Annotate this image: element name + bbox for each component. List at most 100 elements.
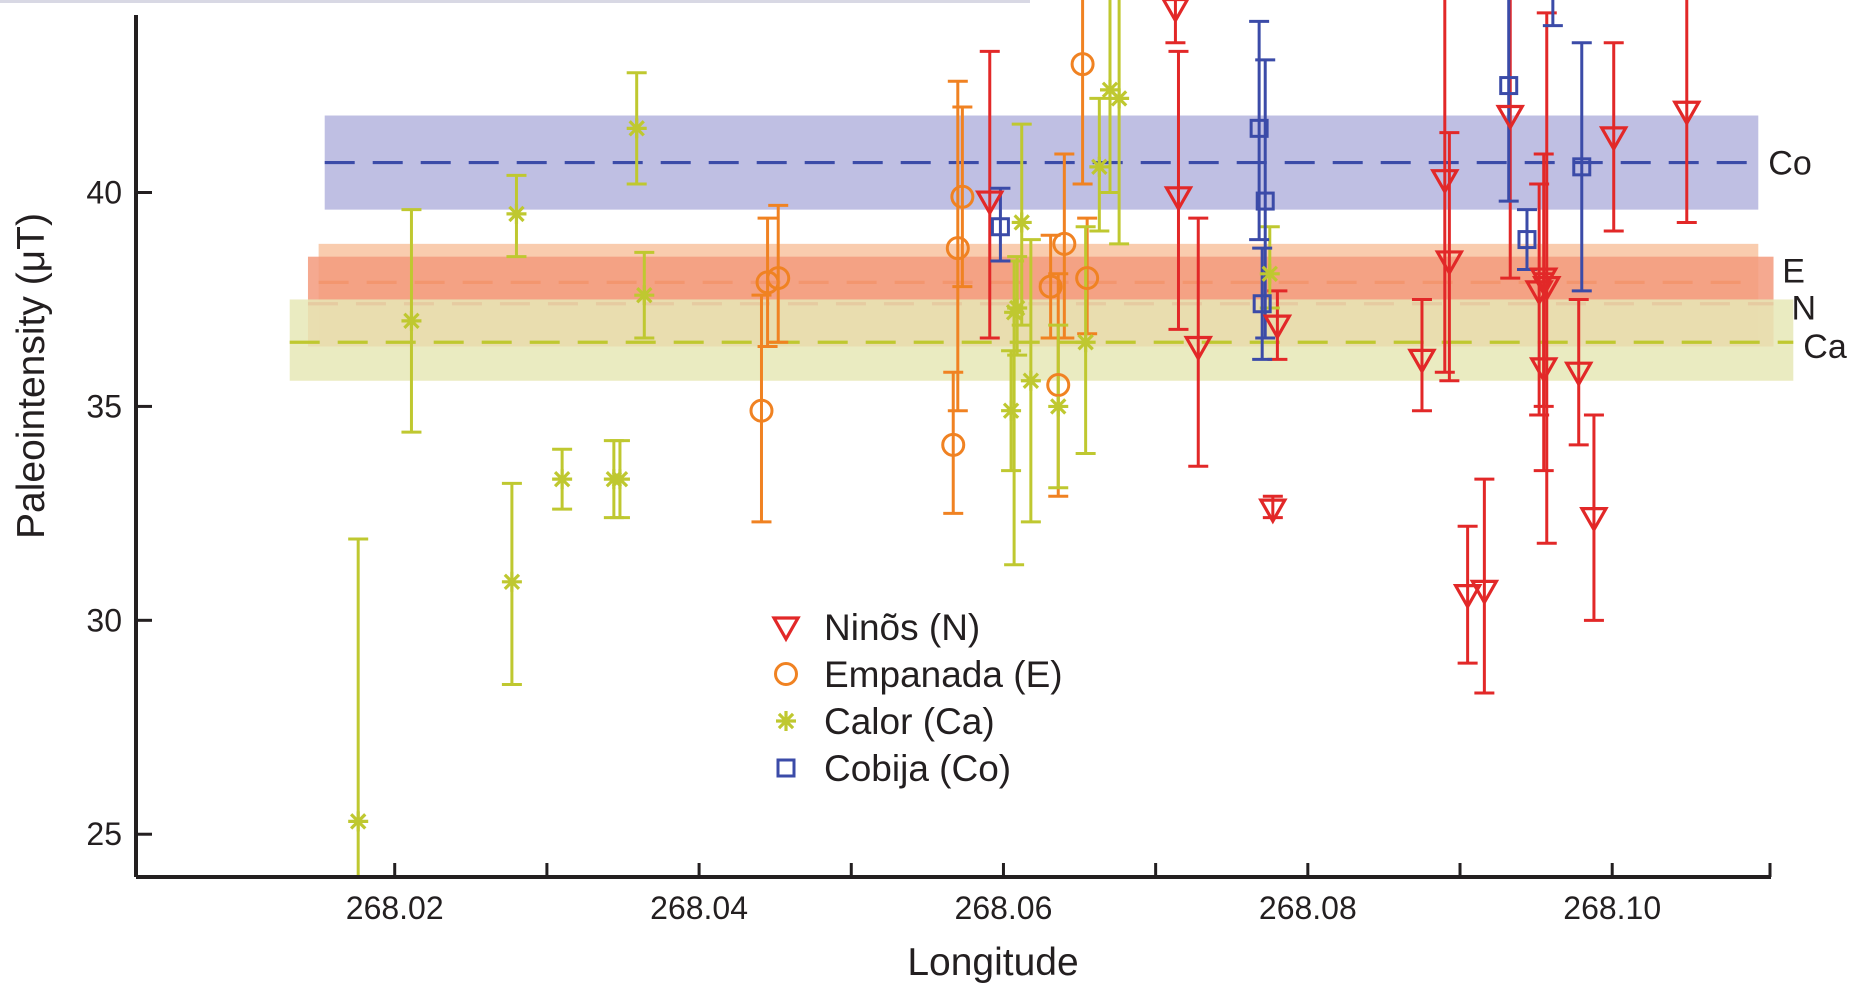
legend-label-ninos: Ninõs (N) (824, 607, 980, 648)
y-tick-label-35: 35 (86, 388, 122, 424)
calor-point-1 (348, 811, 369, 832)
calor-point-19 (1109, 88, 1130, 109)
calor-point-9 (634, 285, 655, 306)
empanada-errorbar-3 (768, 203, 789, 344)
legend-item-empanada: Empanada (E) (774, 654, 1063, 695)
x-tick-label-268-04: 268.04 (650, 890, 748, 926)
band-ca: Ca (289, 299, 1847, 381)
ninos-point-6 (1262, 314, 1293, 341)
ninos-point-9 (1434, 250, 1465, 277)
series-empanada-errorbars (751, 0, 1098, 524)
y-axis-label: Paleointensity (μT) (10, 213, 53, 539)
calor-point-5 (552, 469, 573, 490)
legend-label-empanada: Empanada (E) (824, 654, 1063, 695)
legend-label-cobija: Cobija (Co) (824, 748, 1011, 789)
x-axis-label: Longitude (907, 941, 1078, 983)
legend-label-calor: Calor (Ca) (824, 701, 995, 742)
ninos-point-18 (1579, 507, 1609, 533)
x-tick-label-268-10: 268.10 (1563, 890, 1661, 926)
x-tick-label-268-06: 268.06 (955, 890, 1053, 926)
legend-marker-cobija (776, 758, 796, 778)
ninos-point-16 (1532, 276, 1562, 302)
empanada-point-4 (941, 432, 966, 457)
cobija-point-5 (1499, 76, 1519, 96)
series-empanada-markers (749, 52, 1100, 457)
ninos-errorbar-19 (1603, 41, 1624, 233)
cobija-point-6 (1517, 230, 1537, 250)
ninos-errorbar-3 (1168, 49, 1189, 331)
series-cobija-errorbars (990, 0, 1592, 361)
ninos-point-5 (1258, 498, 1288, 525)
band-ca-range (289, 299, 1794, 381)
cobija-errorbar-3 (1252, 246, 1273, 361)
ninos-errorbar-1 (979, 49, 1000, 340)
ninos-point-14 (1528, 267, 1559, 294)
ninos-errorbar-7 (1411, 297, 1432, 413)
cobija-point-1 (990, 217, 1010, 237)
ninos-errorbar-15 (1533, 272, 1554, 473)
ninos-point-3 (1163, 186, 1194, 213)
ninos-errorbar-18 (1583, 413, 1604, 622)
y-tick-label-40: 40 (86, 175, 122, 211)
empanada-point-1 (749, 398, 774, 423)
legend-marker-calor (776, 711, 796, 731)
calor-point-3 (501, 571, 522, 592)
calor-point-17 (1089, 156, 1110, 177)
ninos-errorbar-9 (1439, 131, 1460, 383)
ninos-point-12 (1495, 104, 1525, 131)
cobija-errorbar-5 (1498, 0, 1519, 203)
series-cobija-markers (990, 76, 1592, 314)
empanada-errorbar-5 (947, 79, 968, 413)
empanada-point-2 (755, 270, 780, 295)
calor-point-4 (506, 203, 527, 224)
ninos-point-20 (1672, 100, 1702, 127)
ninos-point-7 (1407, 348, 1437, 375)
empanada-point-7 (1038, 274, 1063, 299)
cobija-point-2 (1249, 118, 1269, 138)
series-calor-markers (348, 79, 1280, 832)
y-tick-label-30: 30 (86, 602, 122, 638)
empanada-point-8 (1046, 373, 1071, 398)
band-co-range (324, 115, 1759, 210)
x-tick-label-268-02: 268.02 (346, 890, 444, 926)
empanada-point-5 (945, 236, 970, 261)
legend-marker-empanada (774, 662, 798, 686)
series-ninos-errorbars (979, 0, 1697, 695)
ninos-errorbar-4 (1188, 216, 1209, 468)
marker-layer (348, 0, 1702, 832)
band-label-co: Co (1768, 145, 1811, 183)
ninos-point-19 (1598, 126, 1629, 153)
ninos-point-8 (1430, 169, 1460, 195)
cobija-point-8 (1572, 157, 1592, 177)
band-label-e: E (1782, 252, 1805, 290)
ninos-errorbar-17 (1568, 297, 1589, 447)
calor-point-13 (1011, 212, 1032, 233)
series-ninos-markers (975, 0, 1702, 610)
empanada-point-3 (766, 266, 791, 291)
cobija-point-4 (1255, 191, 1275, 211)
empanada-point-10 (1070, 52, 1095, 77)
empanada-point-9 (1052, 231, 1077, 256)
empanada-point-6 (950, 184, 975, 209)
y-tick-label-25: 25 (86, 816, 122, 852)
ninos-point-15 (1528, 357, 1559, 384)
ninos-point-10 (1452, 584, 1483, 610)
legend: Ninõs (N) Empanada (E) Calor (Ca) Cobija (C… (771, 607, 1063, 789)
calor-point-7 (609, 469, 630, 490)
calor-point-10 (1001, 400, 1022, 421)
calor-point-20 (1259, 263, 1280, 284)
legend-item-ninos: Ninõs (N) (771, 607, 980, 648)
ninos-errorbar-8 (1434, 0, 1455, 374)
band-label-n: N (1792, 290, 1817, 328)
cobija-errorbar-8 (1571, 41, 1592, 293)
legend-item-cobija: Cobija (Co) (776, 748, 1011, 789)
ninos-point-11 (1469, 579, 1500, 606)
cobija-errorbar-7 (1542, 0, 1563, 28)
calor-point-8 (626, 118, 647, 139)
legend-marker-ninos (771, 616, 801, 643)
x-tick-label-268-08: 268.08 (1259, 890, 1357, 926)
ninos-point-4 (1183, 335, 1214, 362)
ninos-point-17 (1563, 361, 1594, 388)
